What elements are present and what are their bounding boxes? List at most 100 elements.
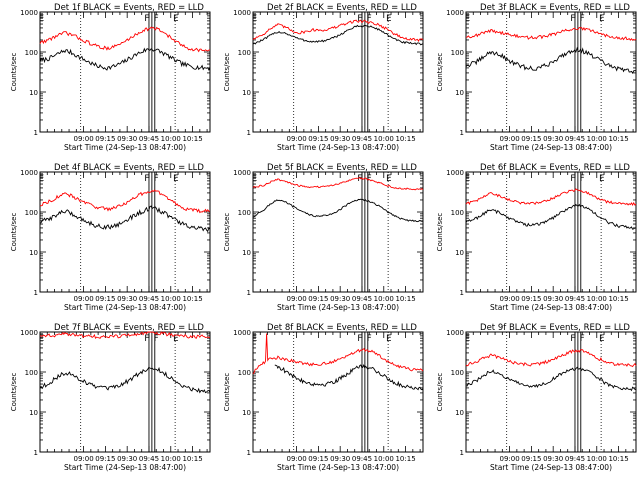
y-axis-label: Counts/sec — [223, 373, 231, 412]
plot-frame — [39, 171, 211, 293]
marker-label: F — [367, 174, 372, 184]
x-tick-label: 09:45 — [139, 295, 159, 303]
marker-label: E — [173, 174, 178, 184]
marker-label: F — [570, 174, 575, 184]
x-tick-label: 09:30 — [117, 455, 137, 463]
y-tick-label: 100 — [238, 209, 251, 217]
x-axis-label: Start Time (24-Sep-13 08:47:00) — [490, 463, 612, 472]
y-tick-label: 1 — [34, 129, 38, 137]
x-axis-label: Start Time (24-Sep-13 08:47:00) — [64, 143, 186, 152]
x-tick-label: 09:00 — [499, 135, 519, 143]
y-axis-label: Counts/sec — [436, 373, 444, 412]
y-tick-label: 10 — [242, 89, 251, 97]
y-tick-label: 1 — [34, 449, 38, 457]
series-line-events — [274, 364, 424, 391]
series-line-events — [252, 24, 424, 46]
x-tick-label: 09:30 — [543, 455, 563, 463]
x-tick-label: 10:00 — [587, 135, 607, 143]
y-tick-label: 10 — [242, 409, 251, 417]
marker-label: E — [173, 14, 178, 24]
panel-title: Det 4f BLACK = Events, RED = LLD — [54, 163, 204, 173]
x-tick-label: 09:00 — [499, 295, 519, 303]
panel-det-3f: Det 3f BLACK = Events, RED = LLD 1 10 100 10… — [436, 3, 637, 152]
y-axis-label: Counts/sec — [10, 53, 18, 92]
series-line-events — [465, 46, 637, 75]
y-tick-label: 1 — [34, 289, 38, 297]
plot-frame — [252, 331, 424, 453]
y-tick-label: 10 — [455, 409, 464, 417]
x-tick-label: 09:45 — [352, 295, 372, 303]
y-tick-label: 10 — [29, 89, 38, 97]
x-tick-label: 10:15 — [395, 295, 415, 303]
y-tick-label: 1 — [247, 289, 251, 297]
x-tick-label: 09:30 — [330, 455, 350, 463]
x-tick-label: 10:15 — [395, 135, 415, 143]
marker-label: E — [39, 334, 44, 344]
x-tick-label: 09:30 — [543, 295, 563, 303]
x-tick-label: 09:30 — [330, 135, 350, 143]
x-tick-label: 09:45 — [565, 295, 585, 303]
x-tick-label: 09:15 — [521, 455, 541, 463]
y-tick-label: 1 — [460, 449, 464, 457]
plot-frame — [465, 171, 637, 293]
x-tick-label: 10:00 — [161, 295, 181, 303]
y-tick-label: 100 — [451, 369, 464, 377]
x-tick-label: 10:00 — [374, 135, 394, 143]
x-tick-label: 09:15 — [308, 295, 328, 303]
x-tick-label: 10:00 — [374, 295, 394, 303]
x-axis-label: Start Time (24-Sep-13 08:47:00) — [64, 463, 186, 472]
y-tick-label: 100 — [25, 49, 38, 57]
x-tick-label: 09:00 — [499, 455, 519, 463]
y-tick-label: 1 — [460, 129, 464, 137]
x-tick-label: 09:15 — [95, 455, 115, 463]
y-axis-label: Counts/sec — [223, 213, 231, 252]
series-line-lld — [252, 177, 424, 191]
marker-label: F — [154, 174, 159, 184]
marker-label: F — [144, 174, 149, 184]
panel-det-5f: Det 5f BLACK = Events, RED = LLD 1 10 100 10… — [223, 163, 424, 312]
y-tick-label: 100 — [238, 369, 251, 377]
x-tick-label: 10:00 — [374, 455, 394, 463]
x-tick-label: 09:15 — [308, 135, 328, 143]
y-tick-label: 100 — [451, 49, 464, 57]
marker-label: E — [39, 14, 44, 24]
plot-frame — [39, 331, 211, 453]
y-tick-label: 1000 — [20, 169, 38, 177]
marker-label: F — [357, 174, 362, 184]
marker-label: F — [357, 334, 362, 344]
x-tick-label: 09:45 — [565, 455, 585, 463]
y-tick-label: 100 — [451, 209, 464, 217]
panel-det-7f: Det 7f BLACK = Events, RED = LLD 1 10 100 10… — [10, 323, 211, 472]
y-tick-label: 100 — [238, 49, 251, 57]
panel-title: Det 8f BLACK = Events, RED = LLD — [267, 323, 417, 333]
x-tick-label: 09:45 — [139, 455, 159, 463]
panel-title: Det 5f BLACK = Events, RED = LLD — [267, 163, 417, 173]
x-tick-label: 09:00 — [286, 455, 306, 463]
y-axis-label: Counts/sec — [223, 53, 231, 92]
marker-label: E — [252, 14, 257, 24]
y-tick-label: 10 — [29, 409, 38, 417]
x-axis-label: Start Time (24-Sep-13 08:47:00) — [277, 143, 399, 152]
series-line-lld — [465, 188, 637, 206]
marker-label: F — [144, 334, 149, 344]
marker-label: E — [386, 174, 391, 184]
x-tick-label: 09:30 — [543, 135, 563, 143]
y-tick-label: 1000 — [20, 329, 38, 337]
series-line-events — [39, 205, 211, 233]
series-line-events — [465, 366, 637, 392]
y-tick-label: 10 — [455, 89, 464, 97]
panel-det-1f: Det 1f BLACK = Events, RED = LLD 1 10 100 10… — [10, 3, 211, 152]
x-tick-label: 09:00 — [73, 455, 93, 463]
marker-label: E — [465, 174, 470, 184]
y-tick-label: 1000 — [20, 9, 38, 17]
x-axis-label: Start Time (24-Sep-13 08:47:00) — [490, 303, 612, 312]
y-tick-label: 100 — [25, 369, 38, 377]
y-tick-label: 1 — [247, 449, 251, 457]
x-tick-label: 10:15 — [182, 455, 202, 463]
x-tick-label: 09:15 — [521, 295, 541, 303]
x-tick-label: 10:15 — [608, 295, 628, 303]
marker-label: E — [386, 14, 391, 24]
y-tick-label: 1 — [247, 129, 251, 137]
x-axis-label: Start Time (24-Sep-13 08:47:00) — [490, 143, 612, 152]
